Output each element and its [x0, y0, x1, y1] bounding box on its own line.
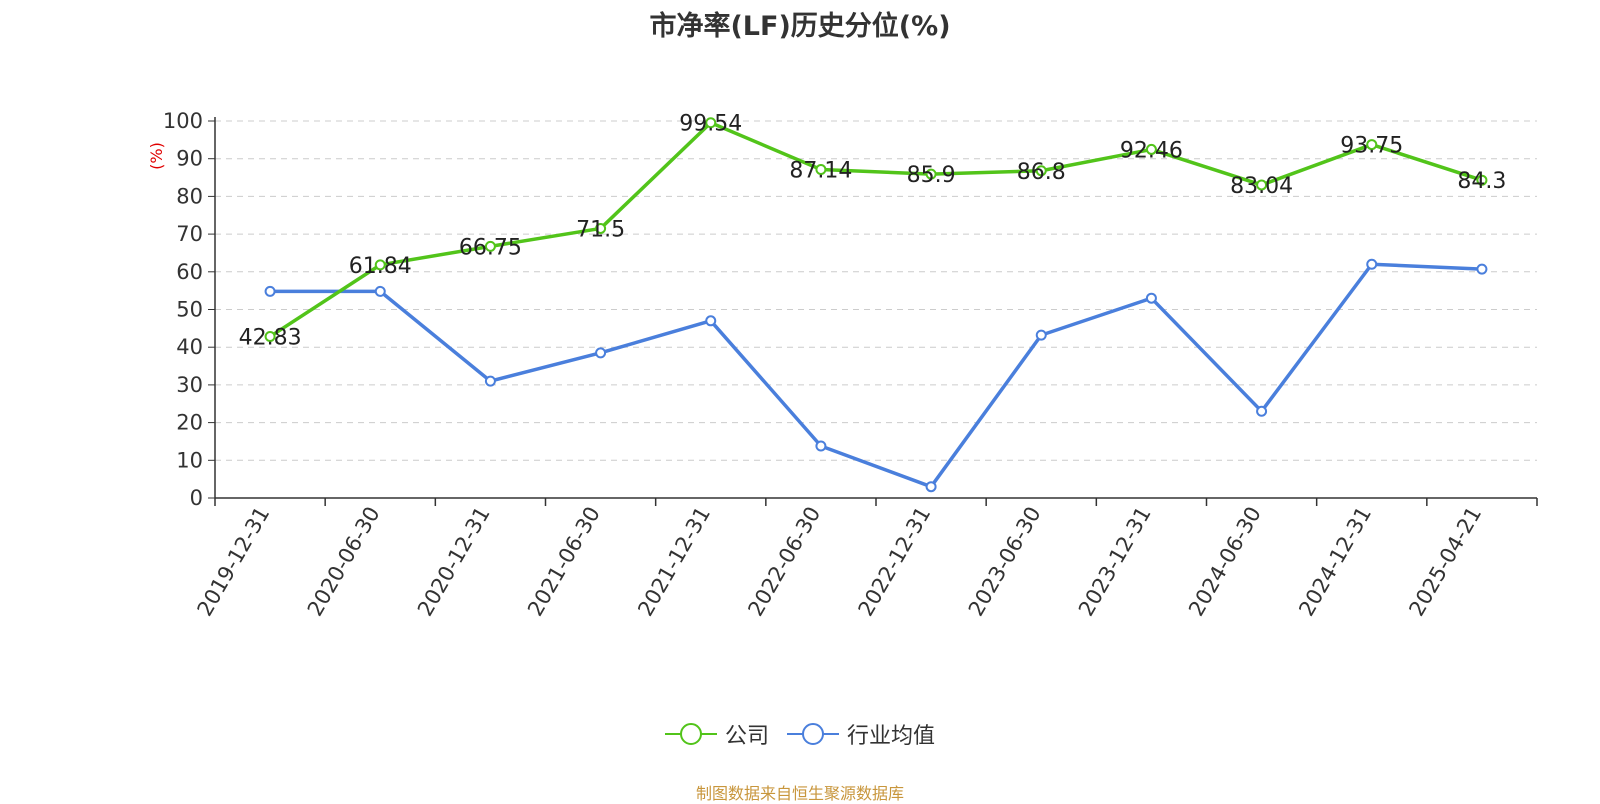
- y-tick-label: 20: [176, 411, 203, 435]
- industry-data-point: [815, 440, 827, 452]
- x-tick-label: 2025-04-21: [1404, 503, 1486, 621]
- company-data-point: [264, 331, 276, 343]
- x-tick-label: 2020-12-31: [413, 502, 495, 620]
- company-data-point: [1476, 174, 1488, 186]
- industry-data-point: [374, 285, 386, 297]
- y-tick-label: 50: [176, 298, 203, 322]
- company-data-point: [1366, 139, 1378, 151]
- company-data-point: [484, 240, 496, 252]
- x-tick-label: 2019-12-31: [193, 503, 275, 621]
- company-data-label: 87.14: [789, 158, 852, 183]
- company-data-point: [1145, 143, 1157, 155]
- industry-data-point: [264, 285, 276, 297]
- industry-data-point: [484, 375, 496, 387]
- y-tick-label: 0: [190, 486, 203, 510]
- company-data-point: [595, 222, 607, 234]
- axes: 0 10 20 30 40 50 60 70 80 90 100 2019-12-31 2020-06-…: [163, 109, 1538, 621]
- industry-data-point: [1035, 329, 1047, 341]
- company-data-point: [705, 117, 717, 129]
- y-tick-label: 90: [176, 147, 203, 171]
- legend-company-label: 公司: [724, 724, 769, 749]
- company-data-label: 66.75: [459, 235, 522, 260]
- company-data-label: 86.8: [1017, 160, 1066, 185]
- y-tick-label: 30: [176, 373, 203, 397]
- company-data-label: 71.5: [576, 217, 625, 242]
- company-data-label: 83.04: [1230, 174, 1293, 199]
- company-data-label: 93.75: [1340, 134, 1403, 159]
- legend: 公司 行业均值: [0, 718, 1600, 750]
- x-tick-label: 2022-06-30: [743, 503, 825, 621]
- company-data-point: [925, 168, 937, 180]
- company-data-point: [815, 163, 827, 175]
- company-data-label: 85.9: [907, 163, 956, 188]
- legend-industry-label: 行业均值: [847, 724, 936, 749]
- y-tick-label: 10: [176, 448, 203, 472]
- company-data-point: [374, 259, 386, 271]
- legend-item-company[interactable]: 公司: [664, 718, 769, 750]
- company-data-point: [1035, 165, 1047, 177]
- legend-company-swatch-icon: [664, 723, 717, 745]
- company-data-point: [1256, 179, 1268, 191]
- data-labels: 42.83 61.84 66.75 71.5 99.54 87.14 85.9 86.8 92.…: [239, 112, 1507, 351]
- x-tick-label: 2021-06-30: [523, 503, 605, 621]
- industry-data-point: [925, 481, 937, 493]
- x-tick-label: 2024-06-30: [1184, 503, 1266, 621]
- y-tick-label: 70: [176, 222, 203, 246]
- y-tick-label: 60: [176, 260, 203, 284]
- industry-data-point: [1476, 263, 1488, 275]
- company-data-label: 42.83: [239, 326, 302, 351]
- series-line-industry: [270, 262, 1482, 489]
- x-tick-label: 2024-12-31: [1294, 503, 1376, 621]
- industry-data-point: [1145, 292, 1157, 304]
- industry-data-point: [595, 347, 607, 359]
- y-tick-label: 40: [176, 335, 203, 359]
- legend-item-industry[interactable]: 行业均值: [787, 718, 935, 750]
- data-points: [264, 117, 1488, 493]
- series-line-company: [269, 120, 1483, 338]
- y-tick-label: 80: [176, 184, 203, 208]
- industry-data-point: [1256, 405, 1268, 417]
- x-tick-label: 2023-12-31: [1074, 503, 1156, 621]
- grid-lines: [215, 120, 1537, 461]
- company-data-label: 61.84: [349, 254, 412, 279]
- chart-title: 市净率(LF)历史分位(%): [649, 11, 951, 42]
- y-axis-unit-label: (%): [147, 142, 166, 170]
- x-tick-label: 2020-06-30: [303, 503, 385, 621]
- company-data-label: 84.3: [1457, 169, 1506, 194]
- industry-data-point: [1366, 258, 1378, 270]
- data-source-note: 制图数据来自恒生聚源数据库: [695, 784, 904, 803]
- industry-data-point: [705, 315, 717, 327]
- company-data-label: 92.46: [1120, 138, 1183, 163]
- series-lines: [269, 120, 1483, 489]
- y-tick-label: 100: [163, 109, 203, 133]
- x-tick-label: 2021-12-31: [633, 503, 715, 621]
- company-data-label: 99.54: [679, 112, 742, 137]
- x-tick-label: 2023-06-30: [964, 503, 1046, 621]
- x-tick-label: 2022-12-31: [854, 502, 936, 620]
- legend-industry-swatch-icon: [787, 723, 839, 745]
